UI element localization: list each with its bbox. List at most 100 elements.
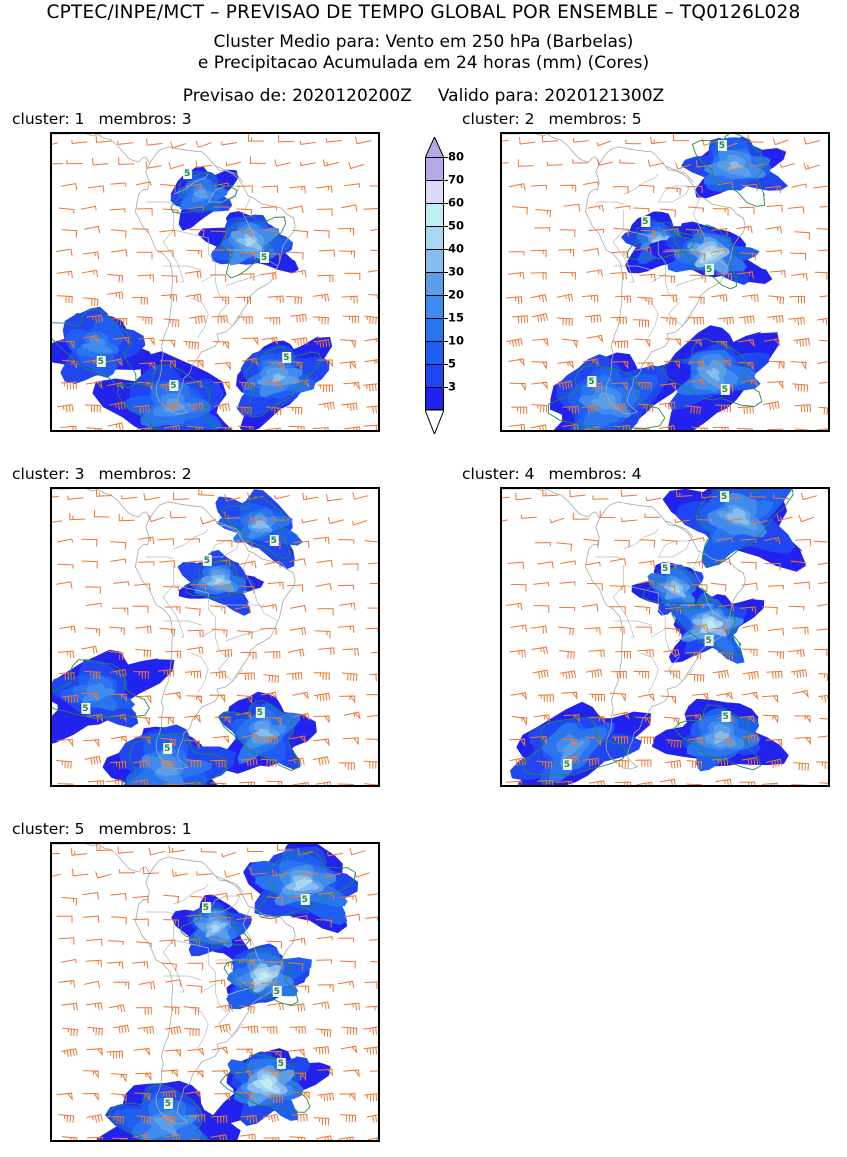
y-axis-tick — [50, 489, 52, 490]
x-axis-tick — [693, 785, 694, 787]
svg-text:5: 5 — [705, 636, 711, 646]
x-axis-tick — [243, 785, 244, 787]
y-axis-tick — [50, 629, 52, 630]
map-frame-cluster-1[interactable]: 5555515N10N5NEQ5S10S15S20S25S30S35S40S45… — [50, 132, 380, 432]
x-axis-tick — [658, 785, 659, 787]
colorbar-segment-15 — [425, 318, 444, 341]
x-axis-tick — [278, 430, 279, 432]
colorbar-under-arrow — [425, 410, 444, 434]
colorbar-tick — [444, 318, 448, 319]
colorbar-segment-70 — [425, 180, 444, 203]
svg-text:5: 5 — [722, 712, 728, 722]
wind-barbs-250hpa — [52, 489, 378, 785]
svg-text:5: 5 — [274, 987, 280, 997]
y-axis-tick — [50, 1084, 52, 1085]
y-axis-tick — [500, 669, 502, 670]
colorbar-tick — [444, 364, 448, 365]
x-axis-tick — [347, 785, 348, 787]
svg-text:5: 5 — [278, 1059, 284, 1069]
y-axis-tick — [50, 904, 52, 905]
svg-text:5: 5 — [203, 903, 209, 913]
colorbar-segment-80 — [425, 157, 444, 180]
y-axis-tick — [500, 274, 502, 275]
y-axis-tick — [500, 629, 502, 630]
y-axis-tick — [50, 864, 52, 865]
y-axis-tick — [50, 154, 52, 155]
y-axis-tick — [50, 274, 52, 275]
colorbar-segment-10 — [425, 341, 444, 364]
svg-text:5: 5 — [170, 381, 176, 391]
map-frame-cluster-2[interactable]: 5555515N10N5NEQ5S10S15S20S25S30S35S40S45… — [500, 132, 830, 432]
y-axis-tick — [500, 194, 502, 195]
y-axis-tick — [50, 844, 52, 845]
y-axis-tick — [50, 569, 52, 570]
map-frame-cluster-3[interactable]: 5555515N10N5NEQ5S10S15S20S25S30S35S40S45… — [50, 487, 380, 787]
x-axis-tick — [519, 430, 520, 432]
y-axis-tick — [500, 529, 502, 530]
y-axis-tick — [50, 414, 52, 415]
x-axis-tick — [243, 430, 244, 432]
y-axis-tick — [50, 354, 52, 355]
colorbar-tick — [444, 226, 448, 227]
y-axis-tick — [50, 194, 52, 195]
cluster-label: cluster: 2 — [462, 110, 535, 128]
y-axis-tick — [50, 134, 52, 135]
svg-text:5: 5 — [261, 253, 267, 263]
y-axis-tick — [50, 709, 52, 710]
x-axis-tick — [69, 1140, 70, 1142]
x-axis-tick — [589, 430, 590, 432]
x-axis-tick — [69, 430, 70, 432]
map-frame-cluster-4[interactable]: 5555515N10N5NEQ5S10S15S20S25S30S35S40S45… — [500, 487, 830, 787]
x-axis-tick — [104, 785, 105, 787]
svg-text:5: 5 — [564, 760, 570, 770]
y-axis-tick — [500, 394, 502, 395]
colorbar-tick — [444, 157, 448, 158]
y-axis-tick — [50, 1124, 52, 1125]
wind-barbs-250hpa — [502, 134, 828, 430]
colorbar-over-arrow — [425, 137, 444, 158]
members-label: membros: 5 — [548, 110, 642, 128]
y-axis-tick — [500, 589, 502, 590]
colorbar-tick — [444, 180, 448, 181]
y-axis-tick — [50, 924, 52, 925]
x-axis-tick — [728, 785, 729, 787]
x-axis-tick — [624, 785, 625, 787]
colorbar-label-60: 60 — [448, 195, 465, 210]
y-axis-tick — [50, 1104, 52, 1105]
y-axis-tick — [500, 334, 502, 335]
wind-barbs-250hpa — [52, 134, 378, 430]
y-axis-tick — [50, 234, 52, 235]
colorbar-segment-30 — [425, 272, 444, 295]
colorbar-segment-50 — [425, 226, 444, 249]
precip-contours: 5 5 5 5 5 — [52, 496, 299, 785]
y-axis-tick — [500, 489, 502, 490]
members-label: membros: 3 — [98, 110, 192, 128]
map-frame-cluster-5[interactable]: 5555515N10N5NEQ5S10S15S20S25S30S35S40S45… — [50, 842, 380, 1142]
x-axis-tick — [208, 430, 209, 432]
y-axis-tick — [50, 749, 52, 750]
members-label: membros: 2 — [98, 465, 192, 483]
y-axis-tick — [50, 214, 52, 215]
y-axis-tick — [50, 984, 52, 985]
y-axis-tick — [500, 749, 502, 750]
y-axis-tick — [50, 769, 52, 770]
x-axis-tick — [797, 785, 798, 787]
y-axis-tick — [500, 174, 502, 175]
x-axis-tick — [797, 430, 798, 432]
y-axis-tick — [500, 569, 502, 570]
x-axis-tick — [69, 785, 70, 787]
y-axis-tick — [500, 509, 502, 510]
y-axis-tick — [50, 1044, 52, 1045]
y-axis-tick — [50, 589, 52, 590]
svg-text:5: 5 — [662, 564, 668, 574]
coastlines — [52, 134, 296, 415]
y-axis-tick — [500, 729, 502, 730]
colorbar-segment-20 — [425, 295, 444, 318]
coastlines — [52, 489, 296, 770]
x-axis-tick — [763, 785, 764, 787]
colorbar-tick — [444, 203, 448, 204]
y-axis-tick — [500, 234, 502, 235]
x-axis-tick — [347, 430, 348, 432]
y-axis-tick — [50, 964, 52, 965]
y-axis-tick — [500, 254, 502, 255]
